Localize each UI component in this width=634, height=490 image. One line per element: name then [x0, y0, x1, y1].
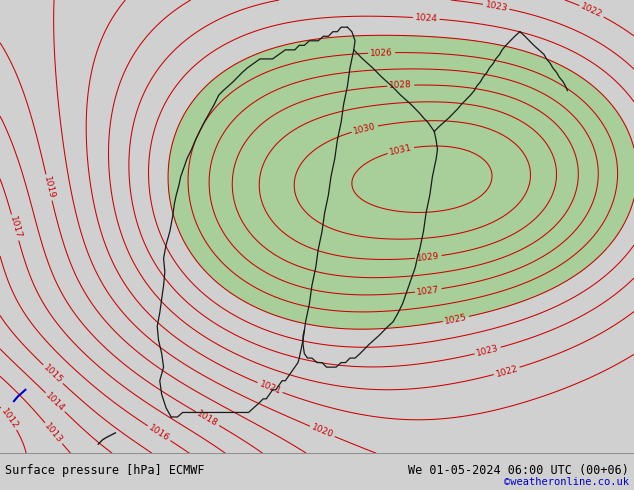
Text: 1012: 1012	[0, 407, 20, 431]
Text: ©weatheronline.co.uk: ©weatheronline.co.uk	[504, 477, 629, 487]
Text: 1020: 1020	[310, 423, 335, 440]
Text: Surface pressure [hPa] ECMWF: Surface pressure [hPa] ECMWF	[5, 464, 205, 477]
Text: 1025: 1025	[444, 313, 468, 326]
Text: 1026: 1026	[370, 48, 393, 57]
Text: 1029: 1029	[417, 251, 440, 263]
Text: 1021: 1021	[258, 379, 282, 396]
Text: 1027: 1027	[417, 285, 440, 296]
Text: 1016: 1016	[147, 423, 171, 443]
Text: 1031: 1031	[389, 143, 413, 157]
Text: 1013: 1013	[43, 421, 65, 445]
Text: We 01-05-2024 06:00 UTC (00+06): We 01-05-2024 06:00 UTC (00+06)	[408, 464, 629, 477]
Text: 1018: 1018	[195, 409, 220, 428]
Text: 1023: 1023	[484, 0, 508, 13]
Text: 1022: 1022	[579, 2, 604, 20]
Text: 1024: 1024	[415, 13, 438, 24]
Text: 1017: 1017	[8, 215, 23, 240]
Text: 1022: 1022	[495, 364, 519, 378]
Text: 1019: 1019	[42, 175, 56, 200]
Text: 1030: 1030	[353, 122, 377, 136]
Text: 1023: 1023	[476, 343, 500, 358]
Text: 1015: 1015	[42, 363, 65, 385]
Text: 1014: 1014	[44, 391, 67, 414]
Text: 1028: 1028	[389, 80, 412, 91]
